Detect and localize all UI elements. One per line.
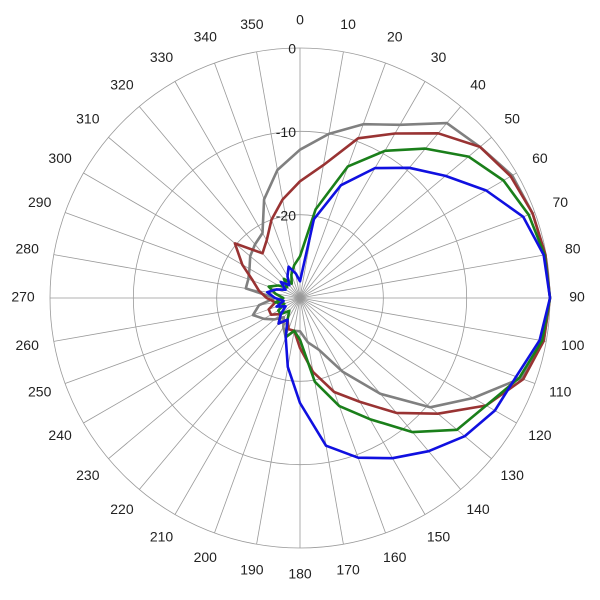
angle-label: 210 <box>150 529 174 545</box>
angle-label: 260 <box>16 337 40 353</box>
angle-label: 140 <box>466 501 490 517</box>
grid-spoke <box>174 81 301 299</box>
grid-spoke <box>299 297 386 534</box>
angle-label: 220 <box>110 501 134 517</box>
grid-spoke <box>299 297 426 515</box>
grid-spoke <box>174 297 301 515</box>
angle-label: 200 <box>194 549 218 565</box>
grid-spoke <box>299 297 492 460</box>
angle-label: 290 <box>28 194 52 210</box>
angle-label: 80 <box>565 241 581 257</box>
grid-spoke <box>108 136 301 299</box>
grid-spoke <box>299 106 462 299</box>
angle-label: 320 <box>110 77 134 93</box>
grid-spoke <box>299 62 386 299</box>
grid-spoke <box>214 62 301 299</box>
angle-label: 50 <box>504 111 520 127</box>
grid-spoke <box>299 297 547 342</box>
angle-label: 310 <box>76 111 100 127</box>
angle-label: 150 <box>427 529 451 545</box>
grid-spoke <box>108 297 301 460</box>
angle-label: 30 <box>431 49 447 65</box>
angle-label: 190 <box>240 561 264 577</box>
pattern-line <box>233 132 552 415</box>
grid-spoke <box>299 212 536 299</box>
grid-spoke <box>299 297 536 384</box>
angle-label: 70 <box>553 194 569 210</box>
grid-spoke <box>299 81 426 299</box>
angle-label: 330 <box>150 49 174 65</box>
grid-spoke <box>299 254 547 299</box>
grid-spoke <box>299 297 517 424</box>
angle-label: 90 <box>569 289 585 305</box>
angle-label: 60 <box>532 150 548 166</box>
angle-label: 10 <box>340 16 356 32</box>
angle-label: 40 <box>470 77 486 93</box>
angle-label: 120 <box>528 427 552 443</box>
grid-spoke <box>138 297 301 490</box>
angle-label: 130 <box>501 467 525 483</box>
angle-label: 160 <box>383 549 407 565</box>
angle-label: 100 <box>561 337 585 353</box>
grid-spoke <box>64 212 301 299</box>
r-tick-label: -10 <box>276 124 296 140</box>
angle-label: 250 <box>28 383 52 399</box>
grid-spoke <box>83 172 301 299</box>
angle-label: 280 <box>16 241 40 257</box>
grid-spoke <box>299 136 492 299</box>
grid-spoke <box>64 297 301 384</box>
grid-spoke <box>138 106 301 299</box>
angle-label: 270 <box>11 289 35 305</box>
angle-label: 340 <box>194 28 218 44</box>
grid-spoke <box>299 297 344 545</box>
angle-label: 300 <box>48 150 72 166</box>
pattern-line <box>267 147 552 434</box>
pattern-line <box>265 166 552 460</box>
angle-label: 20 <box>387 28 403 44</box>
angle-label: 240 <box>48 427 72 443</box>
grid-spoke <box>299 51 344 299</box>
angle-label: 350 <box>240 16 264 32</box>
angle-label: 170 <box>336 561 360 577</box>
grid-spoke <box>299 172 517 299</box>
r-tick-label: 0 <box>288 41 296 57</box>
angle-label: 0 <box>296 12 304 28</box>
angle-label: 180 <box>288 566 312 582</box>
grid-spoke <box>256 297 301 545</box>
r-tick-label: -20 <box>276 207 296 223</box>
angle-label: 110 <box>549 383 572 399</box>
angle-label: 230 <box>76 467 100 483</box>
pattern-line <box>244 121 552 409</box>
grid-spoke <box>256 51 301 299</box>
